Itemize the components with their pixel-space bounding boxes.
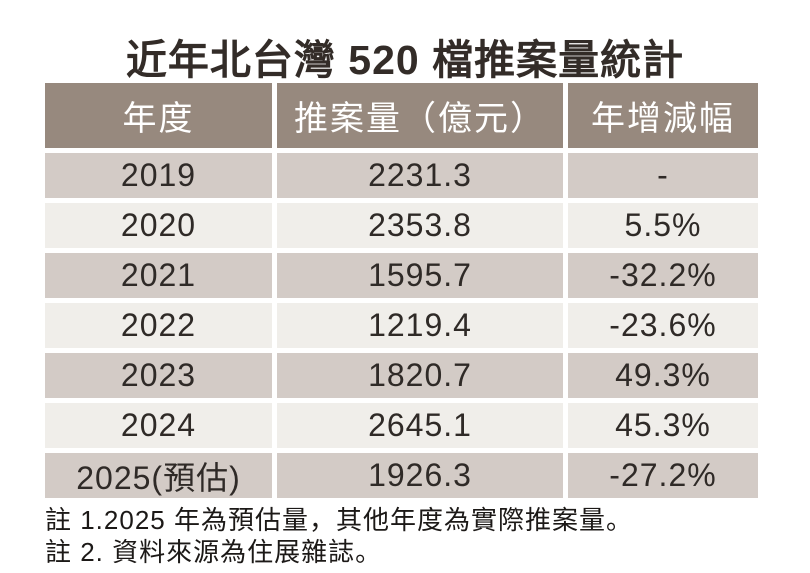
year-cell: 2020 [45, 203, 272, 248]
change-cell: 45.3% [568, 403, 758, 448]
year-cell: 2021 [45, 253, 272, 298]
volume-cell: 1820.7 [277, 353, 563, 398]
column-header-year: 年度 [45, 83, 272, 148]
volume-cell: 2231.3 [277, 153, 563, 198]
footnote-1: 註 1.2025 年為預估量，其他年度為實際推案量。 [45, 505, 633, 535]
column-header-volume: 推案量（億元） [277, 83, 563, 148]
change-cell: -27.2% [568, 453, 758, 498]
volume-cell: 1219.4 [277, 303, 563, 348]
year-cell: 2025(預估) [45, 453, 272, 498]
footnotes: 註 1.2025 年為預估量，其他年度為實際推案量。 註 2. 資料來源為住展雜… [45, 504, 633, 568]
volume-cell: 1926.3 [277, 453, 563, 498]
volume-cell: 1595.7 [277, 253, 563, 298]
year-cell: 2019 [45, 153, 272, 198]
year-cell: 2023 [45, 353, 272, 398]
change-cell: - [568, 153, 758, 198]
change-cell: -23.6% [568, 303, 758, 348]
statistics-table: 年度 推案量（億元） 年增減幅 2019 2231.3 - 2020 2353.… [45, 83, 758, 498]
volume-cell: 2645.1 [277, 403, 563, 448]
change-cell: 49.3% [568, 353, 758, 398]
change-cell: -32.2% [568, 253, 758, 298]
year-cell: 2024 [45, 403, 272, 448]
page-title: 近年北台灣 520 檔推案量統計 [125, 37, 685, 83]
year-cell: 2022 [45, 303, 272, 348]
footnote-2: 註 2. 資料來源為住展雜誌。 [45, 537, 383, 567]
change-cell: 5.5% [568, 203, 758, 248]
volume-cell: 2353.8 [277, 203, 563, 248]
column-header-change: 年增減幅 [568, 83, 758, 148]
